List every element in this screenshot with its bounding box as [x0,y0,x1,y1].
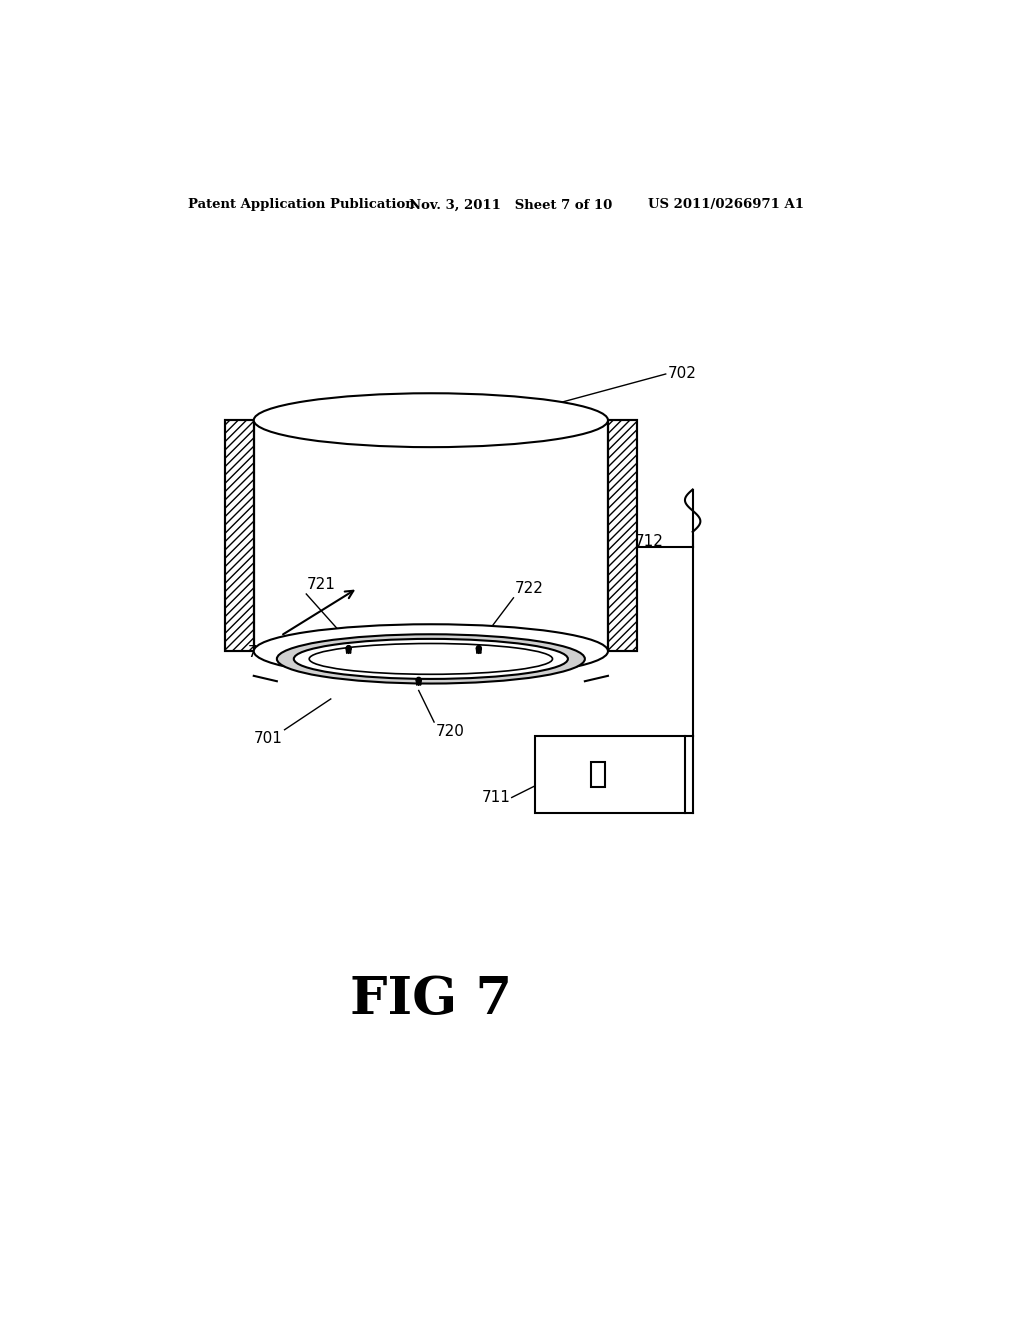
Text: 722: 722 [515,581,544,597]
Bar [591,762,605,787]
Ellipse shape [309,644,553,675]
Text: 702: 702 [668,367,697,381]
Text: 721: 721 [306,577,335,593]
Bar [535,737,685,813]
Text: 711: 711 [481,789,510,805]
Text: 720: 720 [435,725,465,739]
Text: US 2011/0266971 A1: US 2011/0266971 A1 [648,198,804,211]
Ellipse shape [276,635,585,684]
Bar [608,420,637,651]
Circle shape [476,645,481,651]
Bar [224,420,254,651]
Text: 712: 712 [635,535,664,549]
Circle shape [417,677,421,682]
Ellipse shape [254,624,608,678]
Text: Nov. 3, 2011   Sheet 7 of 10: Nov. 3, 2011 Sheet 7 of 10 [410,198,612,211]
Text: Patent Application Publication: Patent Application Publication [188,198,415,211]
Bar [608,420,637,651]
Ellipse shape [294,639,568,678]
Ellipse shape [254,393,608,447]
Text: 700: 700 [248,645,276,660]
Text: 701: 701 [254,731,283,746]
Bar [224,420,254,651]
Circle shape [346,645,351,651]
Text: FIG 7: FIG 7 [350,974,512,1024]
Bar [254,420,608,651]
